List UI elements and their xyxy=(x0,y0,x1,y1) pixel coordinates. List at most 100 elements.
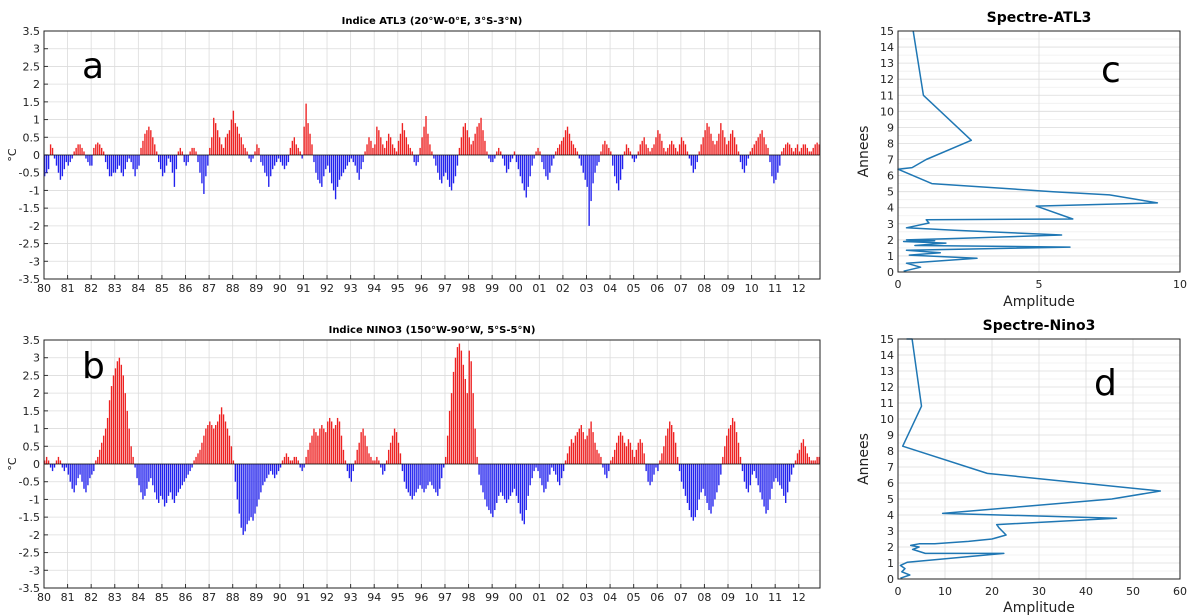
anomaly-bar xyxy=(582,155,584,173)
anomaly-bar xyxy=(600,151,602,155)
anomaly-bar xyxy=(641,442,643,464)
anomaly-bar xyxy=(735,144,738,155)
anomaly-bar xyxy=(617,435,620,464)
anomaly-bar xyxy=(602,144,604,155)
anomaly-bar xyxy=(366,446,368,464)
anomaly-bar xyxy=(533,155,535,159)
anomaly-bar xyxy=(203,155,205,194)
anomaly-bar xyxy=(757,137,759,155)
anomaly-bar xyxy=(344,460,347,464)
anomaly-bar xyxy=(716,464,718,493)
y-tick-label: -2 xyxy=(29,529,40,542)
anomaly-bar xyxy=(51,464,54,472)
anomaly-bar xyxy=(503,155,506,166)
anomaly-bar xyxy=(213,428,215,464)
anomaly-bar xyxy=(761,464,763,500)
anomaly-bar xyxy=(726,144,728,155)
chart-title: Spectre-ATL3 xyxy=(987,10,1092,26)
anomaly-bar xyxy=(293,137,296,155)
anomaly-bar xyxy=(562,464,565,472)
anomaly-bar xyxy=(185,464,187,479)
anomaly-bar xyxy=(142,464,144,500)
anomaly-bar xyxy=(433,155,435,159)
anomaly-bar xyxy=(110,155,113,177)
anomaly-bar xyxy=(452,155,455,184)
anomaly-bar xyxy=(213,117,215,155)
anomaly-bar xyxy=(751,464,753,475)
anomaly-bar xyxy=(728,140,730,155)
anomaly-bar xyxy=(747,464,750,493)
anomaly-bar xyxy=(558,464,561,486)
anomaly-bar xyxy=(454,357,457,464)
anomaly-bar xyxy=(352,464,354,472)
panel-a: -3.5 -3 -2.5 -2 -1.5 -1 -0.5 0 0.5 1 1.5 2 2.5 3 3.5 80… xyxy=(6,16,821,295)
y-tick-label: -3.5 xyxy=(19,582,40,595)
anomaly-bar xyxy=(712,464,714,507)
anomaly-bar xyxy=(676,456,679,464)
anomaly-bar xyxy=(154,144,156,155)
anomaly-bar xyxy=(631,155,634,159)
anomaly-bar xyxy=(285,155,288,166)
anomaly-bar xyxy=(692,155,695,173)
anomaly-bar xyxy=(566,453,569,464)
anomaly-bar xyxy=(266,464,268,479)
anomaly-bar xyxy=(545,464,547,489)
anomaly-bar xyxy=(480,117,482,155)
anomaly-bar xyxy=(329,417,331,464)
x-tick-label: 11 xyxy=(768,282,782,295)
x-tick-label: 10 xyxy=(745,282,759,295)
x-tick-label: 00 xyxy=(509,591,523,604)
anomaly-bar xyxy=(505,155,508,173)
anomaly-bar xyxy=(625,446,628,464)
anomaly-bar xyxy=(492,155,494,163)
anomaly-bar xyxy=(368,453,370,464)
anomaly-bar xyxy=(474,428,476,464)
anomaly-bar xyxy=(67,155,69,166)
anomaly-bar xyxy=(696,155,698,163)
anomaly-bar xyxy=(248,464,250,521)
anomaly-bar xyxy=(627,147,630,155)
anomaly-bar xyxy=(216,130,219,155)
anomaly-bar xyxy=(421,464,423,489)
x-tick-label: 08 xyxy=(697,282,711,295)
anomaly-bar xyxy=(44,155,46,177)
anomaly-bar xyxy=(45,155,48,173)
anomaly-bar xyxy=(205,155,207,177)
anomaly-bar xyxy=(289,460,292,464)
anomaly-bar xyxy=(614,155,616,177)
anomaly-bar xyxy=(108,155,111,177)
anomaly-bar xyxy=(55,155,58,166)
anomaly-bar xyxy=(452,371,455,464)
panel-label: a xyxy=(82,46,104,87)
x-tick-label: 95 xyxy=(391,591,405,604)
anomaly-bar xyxy=(193,147,195,155)
anomaly-bar xyxy=(148,126,150,155)
anomaly-bar xyxy=(63,464,66,472)
x-tick-label: 98 xyxy=(462,591,476,604)
anomaly-bar xyxy=(572,442,575,464)
y-tick-label: 3 xyxy=(33,43,40,56)
anomaly-bar xyxy=(122,155,124,177)
anomaly-bar xyxy=(584,439,586,464)
anomaly-bar xyxy=(735,432,738,464)
anomaly-bar xyxy=(108,400,111,464)
anomaly-bar xyxy=(75,464,77,486)
anomaly-bar xyxy=(85,464,87,493)
anomaly-bar xyxy=(191,147,193,155)
anomaly-bar xyxy=(437,155,439,173)
anomaly-bar xyxy=(537,147,539,155)
anomaly-bar xyxy=(816,142,818,155)
x-tick-label: 91 xyxy=(296,591,310,604)
anomaly-bar xyxy=(421,137,423,155)
anomaly-bar xyxy=(633,155,636,163)
y-tick-label: -2.5 xyxy=(19,547,40,560)
anomaly-bar xyxy=(669,421,671,464)
anomaly-bar xyxy=(649,464,651,486)
anomaly-bar xyxy=(694,155,696,170)
anomaly-bar xyxy=(136,464,138,479)
anomaly-bar xyxy=(387,449,390,464)
y-tick-label: 2 xyxy=(33,387,40,400)
anomaly-bar xyxy=(594,155,596,173)
anomaly-bar xyxy=(348,155,351,163)
anomaly-bar xyxy=(358,155,360,180)
